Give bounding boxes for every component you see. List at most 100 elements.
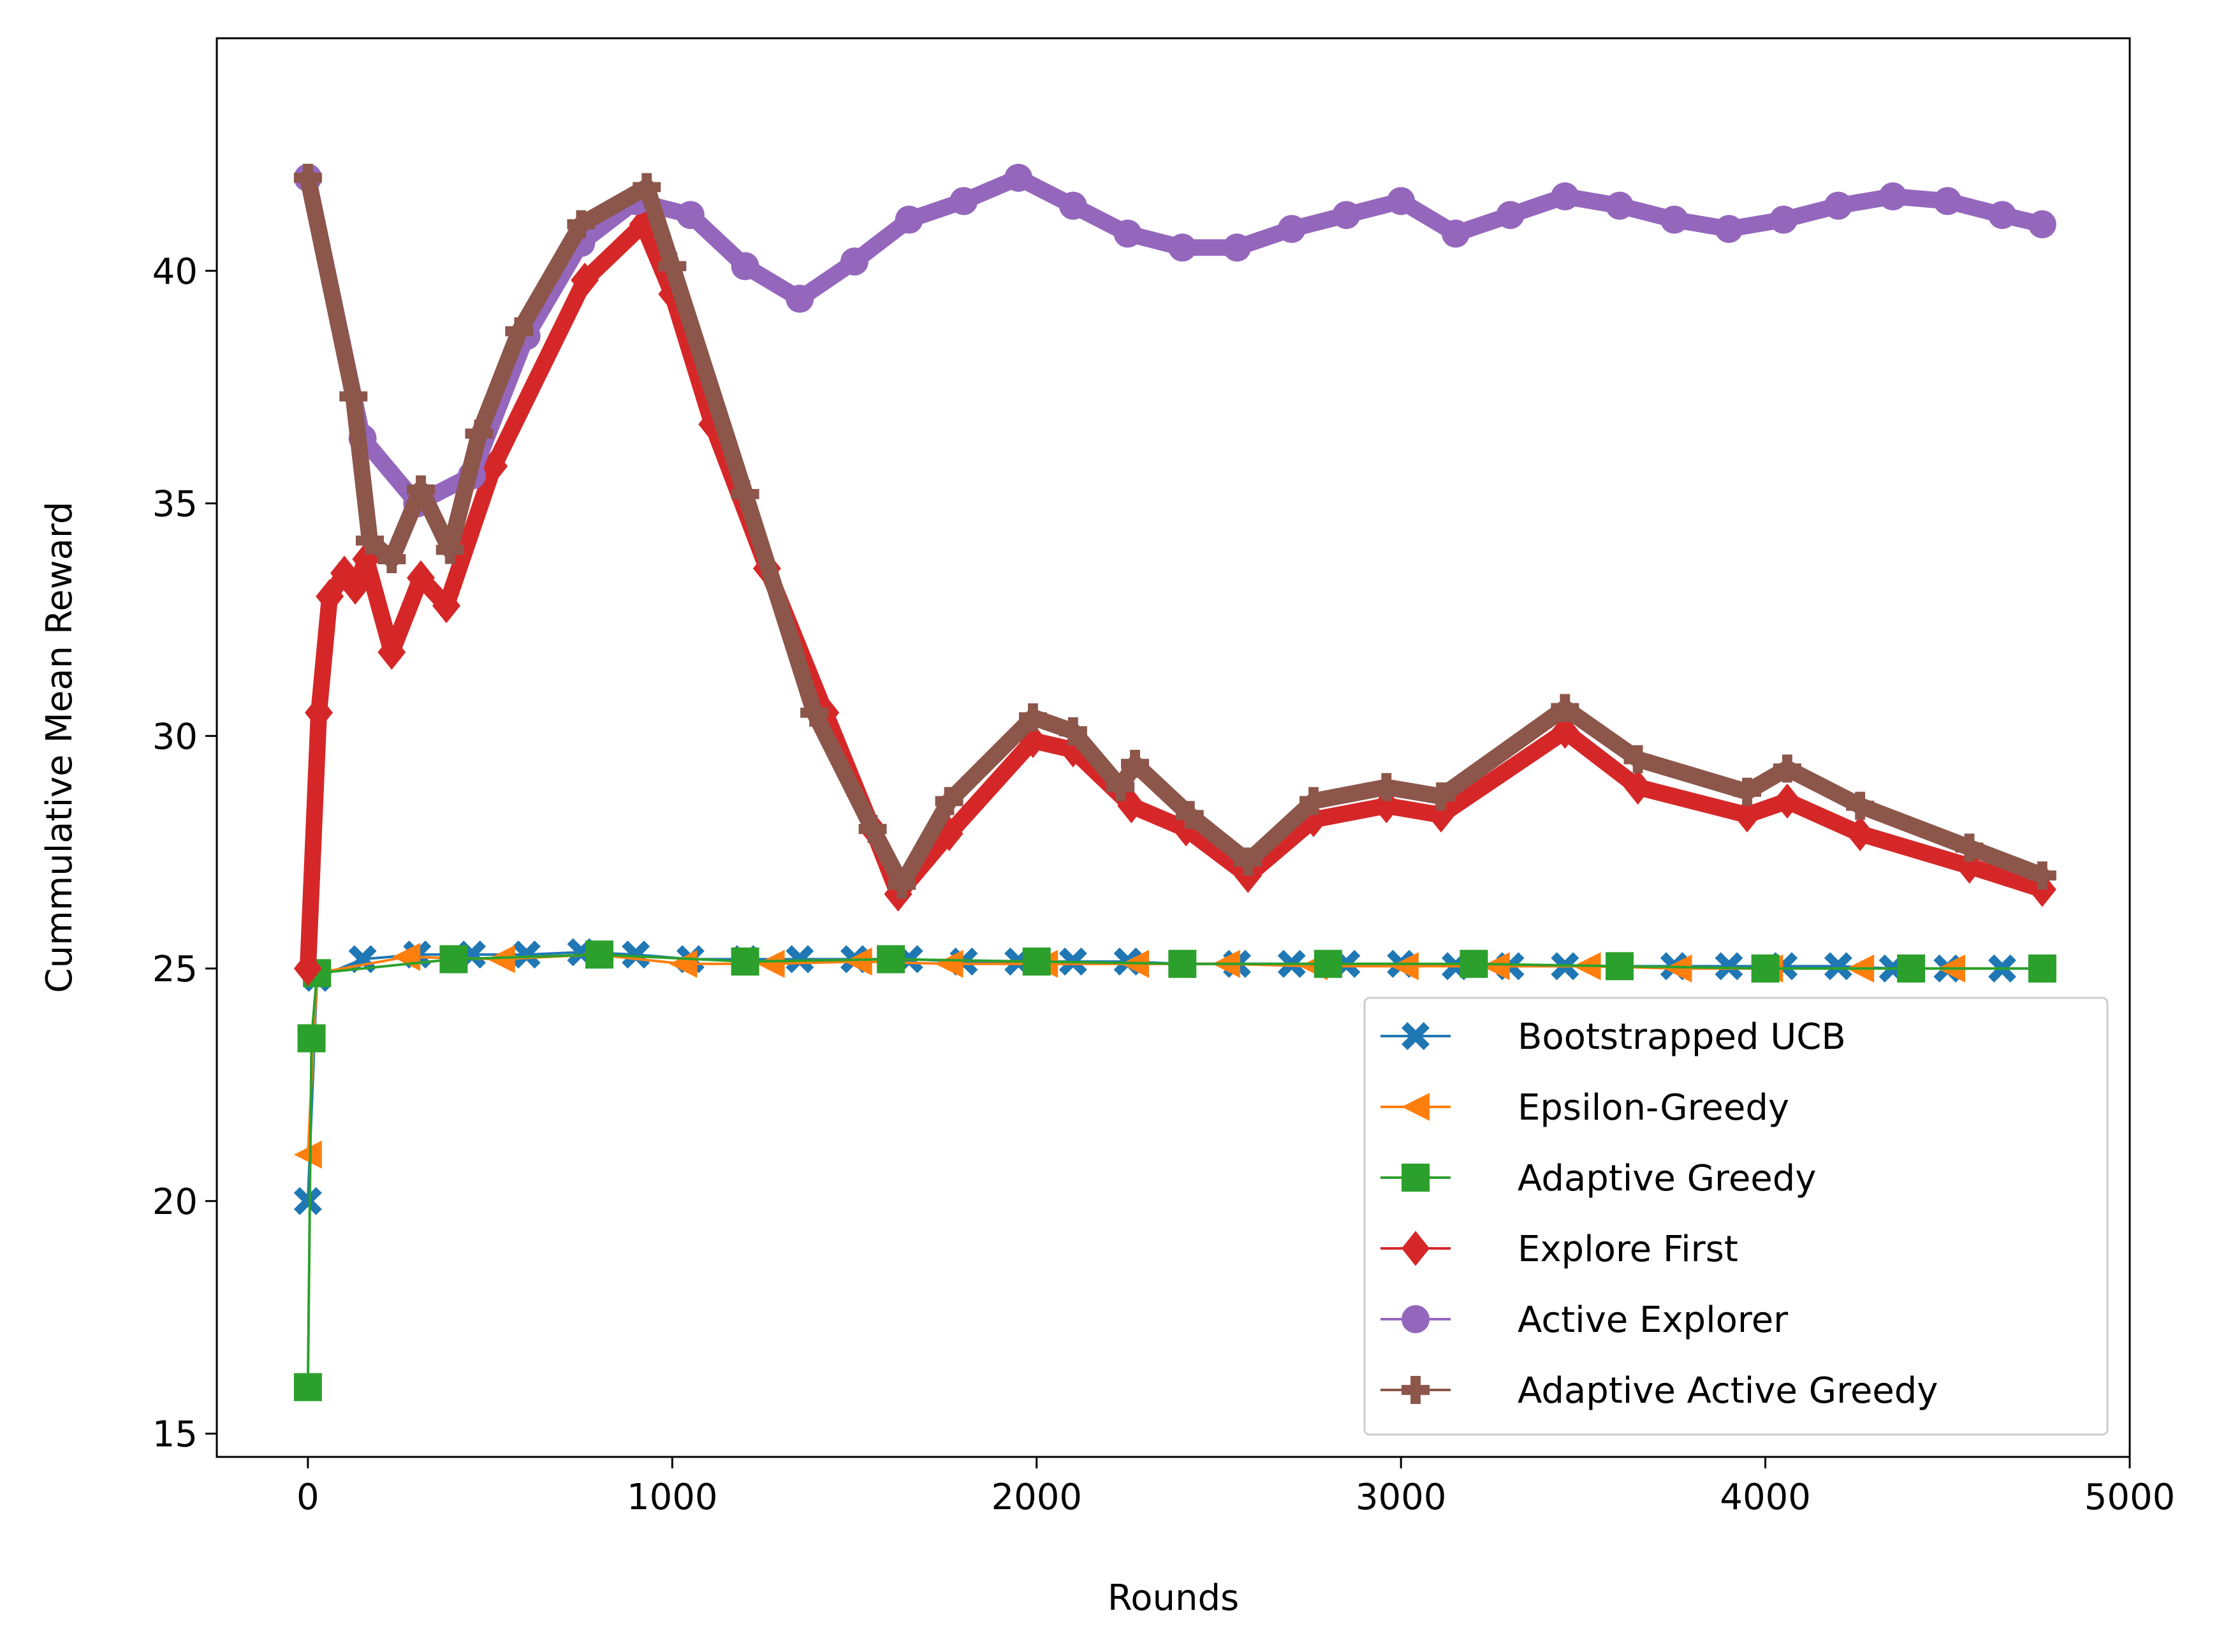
data-point-explore-first: [1372, 788, 1401, 824]
data-point-active-explorer: [1441, 219, 1470, 248]
data-point-adaptive-active-greedy: [377, 545, 406, 574]
data-point-active-explorer: [1878, 182, 1907, 211]
x-tick-label: 5000: [2084, 1477, 2176, 1518]
data-point-adaptive-greedy: [1314, 949, 1342, 978]
data-point-active-explorer: [1168, 233, 1197, 262]
data-point-explore-first: [432, 588, 460, 624]
data-point-adaptive-greedy: [1897, 954, 1926, 983]
data-point-explore-first: [341, 569, 370, 605]
data-point-active-explorer: [1058, 191, 1087, 220]
data-point-adaptive-active-greedy: [633, 173, 661, 201]
data-point-epsilon-greedy: [1481, 952, 1510, 981]
data-point-bootstrapped-ucb: [786, 945, 814, 974]
data-point-adaptive-active-greedy: [1058, 717, 1087, 745]
series-adaptive-greedy: [293, 940, 2056, 1401]
y-axis: 15 20 25 30 35 40: [152, 251, 217, 1456]
data-point-adaptive-active-greedy: [1234, 847, 1263, 876]
data-point-active-explorer: [1606, 191, 1634, 220]
data-point-adaptive-active-greedy: [2028, 861, 2056, 890]
data-point-adaptive-active-greedy: [935, 787, 963, 815]
data-point-adaptive-greedy: [1022, 947, 1051, 976]
series-line-adaptive-active-greedy: [306, 177, 2043, 886]
data-point-adaptive-active-greedy: [731, 479, 759, 508]
data-point-active-explorer: [1113, 219, 1142, 248]
legend-marker: [1402, 1376, 1430, 1404]
data-point-explore-first: [1846, 815, 1875, 851]
data-point-active-explorer: [731, 252, 759, 281]
data-point-active-explorer: [1769, 205, 1798, 234]
legend-marker: [1402, 1305, 1430, 1333]
legend-label: Explore First: [1518, 1229, 1738, 1270]
data-point-adaptive-active-greedy: [505, 317, 534, 346]
series-layer: [293, 163, 2056, 1401]
data-point-bootstrapped-ucb: [293, 1187, 322, 1215]
x-axis-label: Rounds: [1108, 1577, 1239, 1619]
y-axis-label: Cummulative Mean Reward: [39, 502, 80, 993]
data-point-active-explorer: [1277, 215, 1306, 244]
legend-item-adaptive-greedy: Adaptive Greedy: [1380, 1158, 1816, 1199]
data-point-adaptive-active-greedy: [356, 526, 384, 555]
data-point-adaptive-active-greedy: [888, 870, 916, 899]
data-point-epsilon-greedy: [293, 1140, 322, 1169]
data-point-adaptive-greedy: [1751, 954, 1780, 983]
series-adaptive-active-greedy: [293, 163, 2056, 899]
data-point-adaptive-active-greedy: [800, 698, 829, 727]
data-point-active-explorer: [1387, 187, 1416, 216]
legend-marker: [1402, 1022, 1430, 1050]
data-point-explore-first: [1733, 797, 1761, 833]
legend-box: [1363, 997, 2109, 1436]
data-point-adaptive-greedy: [731, 947, 759, 976]
data-point-adaptive-active-greedy: [1300, 787, 1328, 815]
data-point-explore-first: [1623, 770, 1652, 805]
data-point-adaptive-active-greedy: [858, 815, 887, 844]
x-tick-label: 0: [297, 1477, 319, 1518]
legend: Bootstrapped UCB Epsilon-Greedy Adaptive G…: [1363, 997, 2109, 1436]
data-point-adaptive-greedy: [1460, 949, 1488, 978]
data-point-bootstrapped-ucb: [622, 940, 650, 969]
data-point-explore-first: [316, 578, 344, 614]
data-point-adaptive-active-greedy: [1372, 773, 1401, 801]
data-point-epsilon-greedy: [487, 945, 515, 974]
data-point-bootstrapped-ucb: [512, 940, 541, 969]
plot-area-frame: [216, 37, 2131, 1458]
data-point-active-explorer: [676, 201, 705, 230]
data-point-adaptive-active-greedy: [1551, 694, 1579, 722]
legend-item-bootstrapped-ucb: Bootstrapped UCB: [1380, 1016, 1846, 1058]
data-point-adaptive-active-greedy: [1121, 750, 1149, 778]
data-point-epsilon-greedy: [1664, 954, 1692, 983]
legend-marker: [1402, 1231, 1430, 1266]
data-point-active-explorer: [786, 284, 814, 313]
data-point-active-explorer: [895, 205, 923, 234]
legend-item-active-explorer: Active Explorer: [1380, 1299, 1789, 1341]
data-point-epsilon-greedy: [844, 947, 872, 976]
data-point-adaptive-greedy: [877, 945, 905, 974]
data-point-epsilon-greedy: [935, 949, 963, 978]
data-point-adaptive-active-greedy: [1955, 833, 1984, 862]
y-tick-label: 20: [152, 1181, 198, 1223]
data-point-adaptive-active-greedy: [658, 252, 687, 281]
x-tick-label: 4000: [1720, 1477, 1811, 1518]
data-point-explore-first: [571, 262, 599, 298]
data-point-adaptive-active-greedy: [1427, 782, 1455, 811]
data-point-explore-first: [1427, 797, 1455, 833]
data-point-explore-first: [407, 560, 435, 596]
legend-items: Bootstrapped UCB Epsilon-Greedy Adaptive G…: [1380, 1016, 1938, 1412]
data-point-explore-first: [1773, 783, 1801, 819]
data-point-active-explorer: [1223, 233, 1251, 262]
y-tick-label: 15: [152, 1414, 198, 1456]
data-point-adaptive-active-greedy: [465, 420, 494, 448]
data-point-epsilon-greedy: [1390, 952, 1419, 981]
data-point-active-explorer: [2028, 210, 2056, 238]
x-tick-label: 1000: [627, 1477, 718, 1518]
legend-label: Adaptive Greedy: [1518, 1158, 1816, 1199]
data-point-adaptive-greedy: [2028, 954, 2056, 983]
legend-item-adaptive-active-greedy: Adaptive Active Greedy: [1380, 1370, 1938, 1412]
data-point-explore-first: [293, 951, 322, 986]
data-point-epsilon-greedy: [756, 949, 785, 978]
data-point-adaptive-active-greedy: [567, 210, 596, 238]
data-point-active-explorer: [949, 187, 978, 216]
data-point-adaptive-greedy: [1168, 949, 1197, 978]
data-point-adaptive-active-greedy: [1733, 777, 1761, 806]
data-point-adaptive-active-greedy: [436, 536, 464, 564]
data-point-bootstrapped-ucb: [1715, 952, 1743, 981]
